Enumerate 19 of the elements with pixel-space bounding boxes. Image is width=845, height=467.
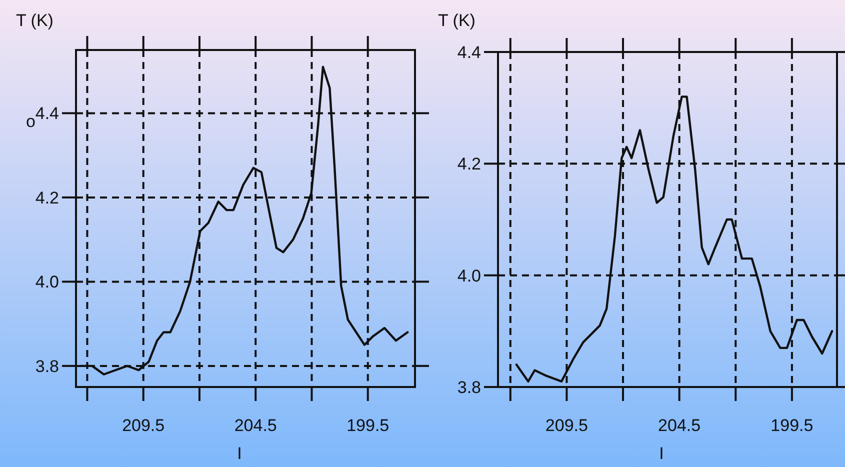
x-tick-label: 199.5	[346, 416, 390, 435]
x-tick-label: 209.5	[122, 416, 165, 435]
x-axis-title: I	[659, 444, 664, 463]
y-tick-label: 4.4	[457, 43, 481, 62]
y-tick-label: 3.8	[35, 356, 59, 376]
y-tick-label: 4.0	[457, 266, 481, 286]
y-axis-title: T (K)	[16, 11, 54, 30]
y-axis-title: T (K)	[438, 11, 476, 30]
y-tick-label: 4.0	[35, 272, 59, 292]
x-tick-label: 204.5	[658, 416, 701, 435]
y-tick-label: 3.8	[457, 378, 481, 397]
y-tick-label: 4.2	[457, 154, 481, 174]
x-tick-label: 209.5	[545, 416, 588, 435]
x-tick-label: 204.5	[234, 416, 277, 435]
x-tick-label: 199.5	[770, 416, 814, 435]
y-tick-label: 4.4	[35, 104, 59, 124]
x-axis-title: I	[237, 444, 242, 463]
y-tick-label: 4.2	[35, 188, 59, 208]
text: o	[26, 112, 36, 132]
